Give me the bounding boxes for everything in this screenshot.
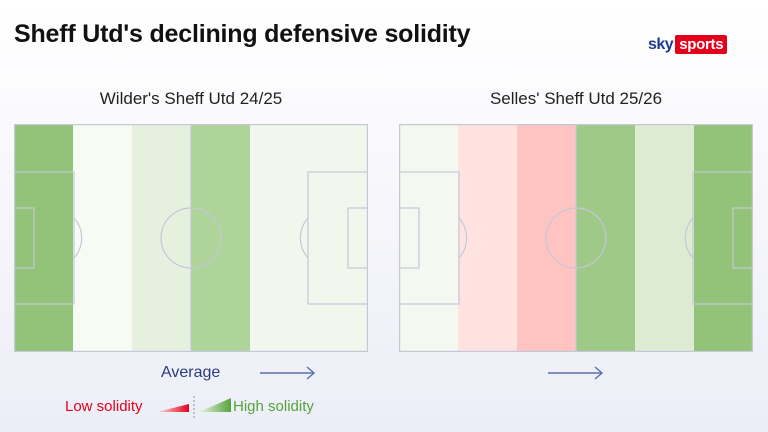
pitch-right-zone-5 [635, 124, 695, 352]
pitch-left-zones [14, 124, 368, 352]
pitch-right-zone-6 [694, 124, 753, 352]
chart-title: Sheff Utd's declining defensive solidity [14, 20, 471, 48]
sky-sports-logo: sky sports [648, 35, 728, 54]
pitch-right-svg [399, 124, 753, 352]
pitch-left-zone-3 [132, 124, 192, 352]
pitch-left [14, 124, 368, 352]
pitch-label-right: Selles' Sheff Utd 25/26 [489, 89, 663, 108]
pitch-right-zone-3 [517, 124, 577, 352]
pitch-left-zone-5 [250, 124, 310, 352]
average-label: Average [161, 364, 221, 381]
logo-sky-text: sky [648, 35, 674, 53]
legend-low-label: Low solidity [65, 398, 143, 415]
pitch-label-left: Wilder's Sheff Utd 24/25 [99, 89, 283, 108]
pitch-right [399, 124, 753, 352]
pitch-left-markings [14, 124, 368, 352]
legend-high-label: High solidity [233, 398, 314, 415]
direction-arrow-icon-left [260, 366, 316, 380]
legend-low-wedge [157, 404, 189, 412]
direction-arrow-icon-right [548, 366, 604, 380]
pitch-left-svg [14, 124, 368, 352]
pitch-left-zone-1 [14, 124, 74, 352]
pitch-right-markings [399, 124, 753, 352]
pitch-right-zone-1 [399, 124, 459, 352]
legend-high-wedge [199, 398, 231, 412]
pitch-right-zone-2 [458, 124, 518, 352]
legend-ramp-icon [157, 396, 231, 418]
pitch-left-zone-6 [309, 124, 368, 352]
pitch-left-zone-2 [73, 124, 133, 352]
logo-sports-text: sports [675, 35, 728, 54]
pitch-right-zones [399, 124, 753, 352]
